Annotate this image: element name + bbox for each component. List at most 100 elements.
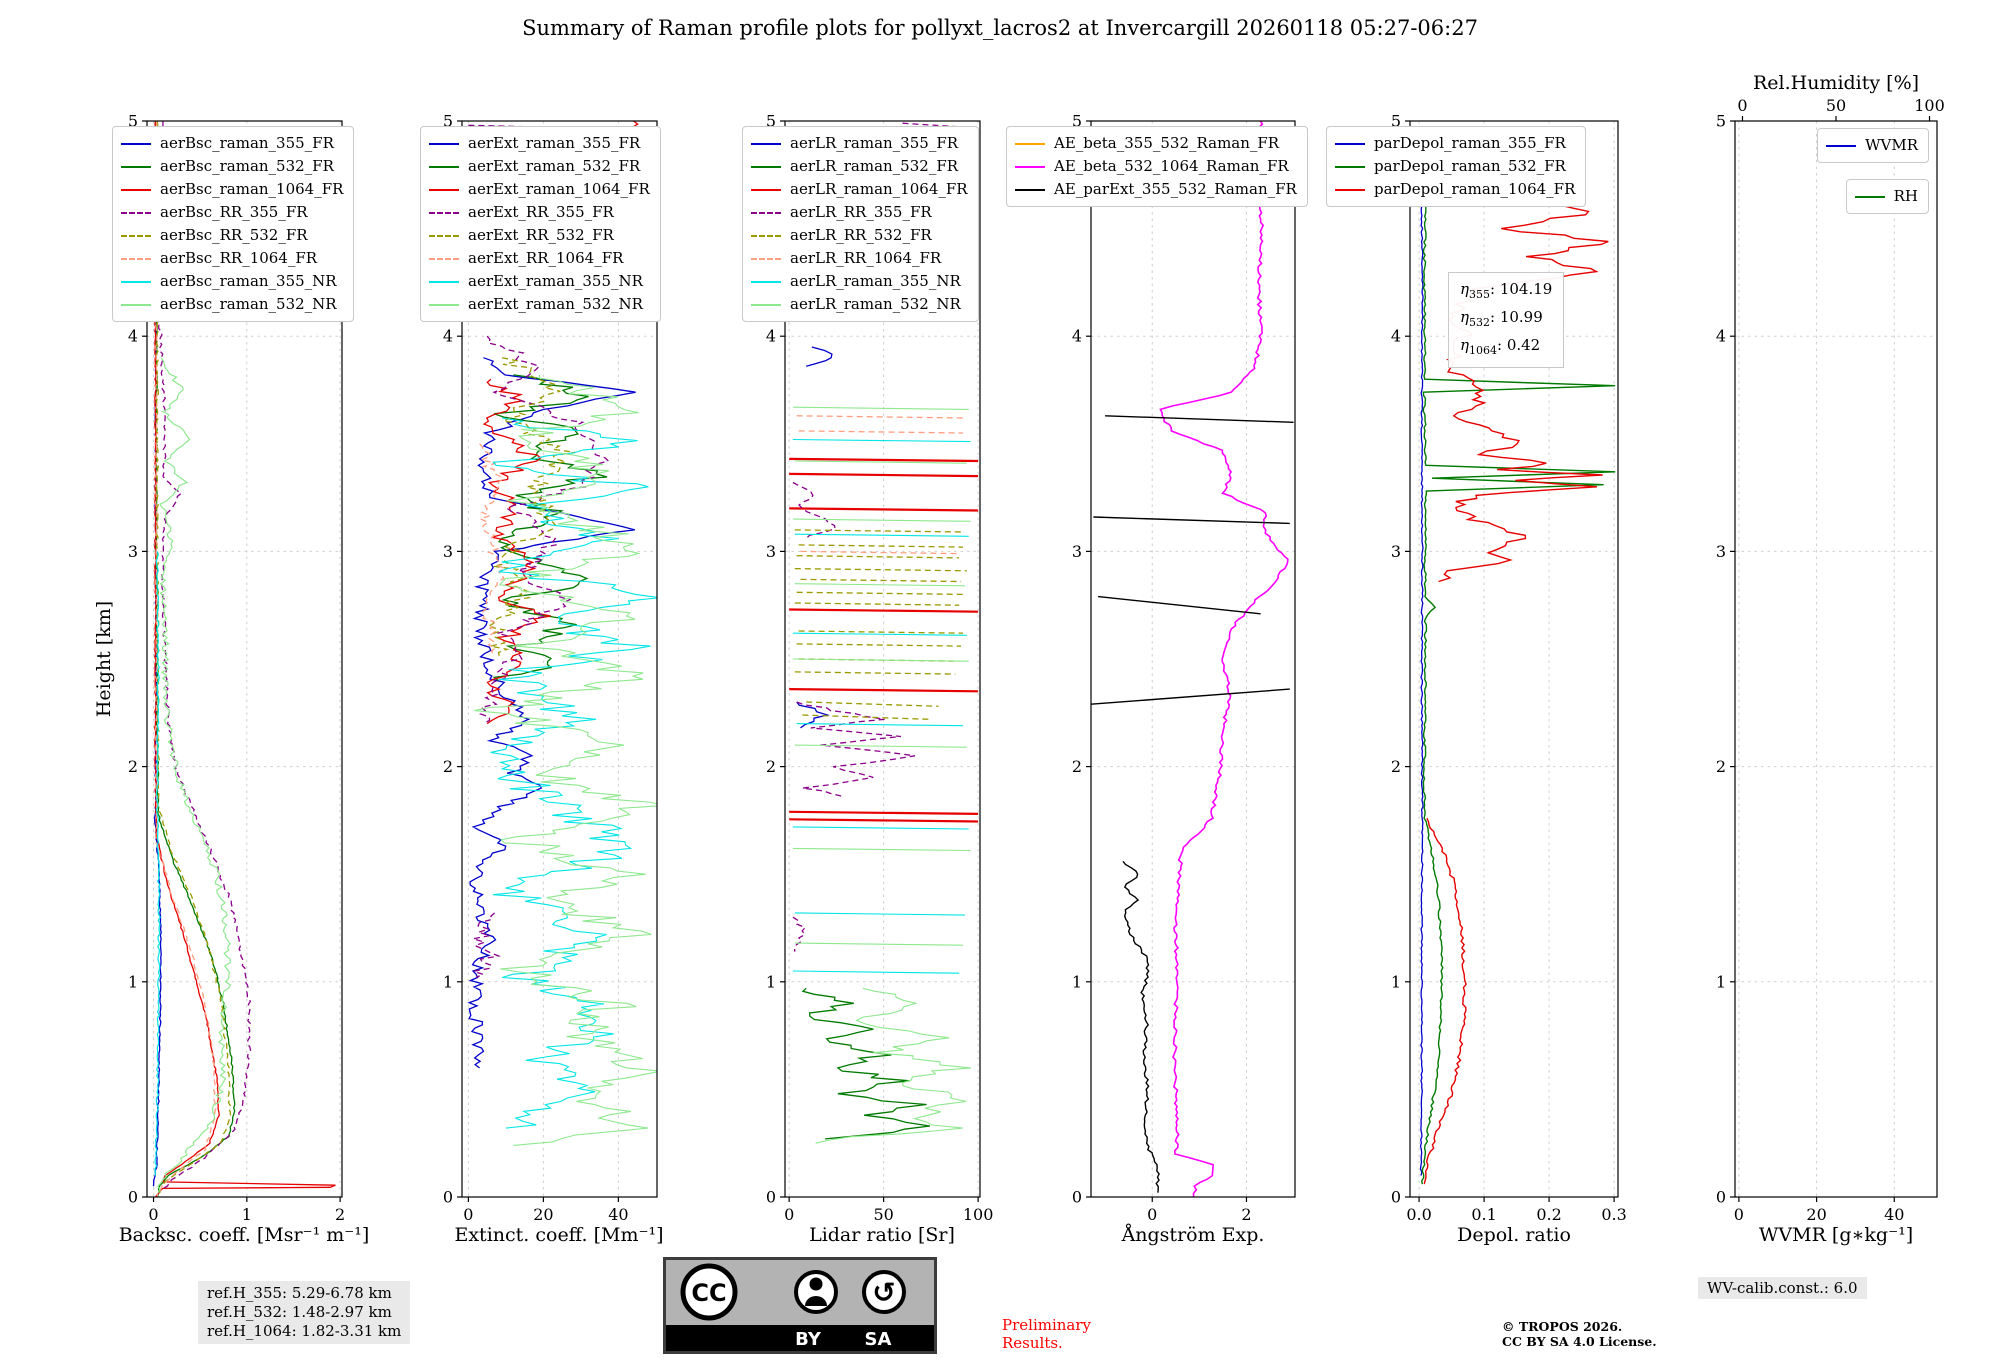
legend-depol: parDepol_raman_355_FR parDepol_raman_532_… [1326,126,1587,207]
legend-extinction: aerExt_raman_355_FR aerExt_raman_532_FR ae… [420,126,661,322]
series-aerLR_raman_532_NR [792,658,969,662]
legend-item: aerBsc_raman_1064_FR [121,178,343,201]
series-aerLR_raman_1064_FR [789,608,979,613]
sa-arrow-icon [862,1270,906,1314]
legend-line-sample [1335,165,1365,168]
legend-label: aerBsc_RR_532_FR [160,226,308,244]
legend-item: aerBsc_RR_532_FR [121,224,343,247]
series-aerExt_RR_355_FR [472,912,501,979]
cc-license-badge: CC ↺ BY SA [663,1257,937,1354]
series-aerLR_raman_355_FR [806,346,833,367]
top-tick-label: 50 [1826,96,1846,115]
series-aerLR_raman_532_NR [794,583,965,587]
legend-angstroem: AE_beta_355_532_Raman_FR AE_beta_532_1064… [1006,126,1308,207]
series-aerLR_raman_1064_FR [789,810,979,815]
sa-text: SA [865,1329,892,1350]
legend-label: RH [1893,187,1918,205]
xaxis-label-depol: Depol. ratio [1457,1224,1571,1246]
series-AE_beta_532_1064_Raman_FR [1159,121,1289,1197]
series-aerLR_raman_1064_FR [789,457,979,463]
legend-item: aerLR_RR_532_FR [751,224,968,247]
series-aerLR_raman_355_NR [792,438,971,443]
y-tick-label: 4 [1716,327,1726,346]
series-aerLR_raman_532_NR [815,987,971,1144]
by-person-head [809,1277,823,1291]
axes-frame-extinction [461,120,658,1198]
series-aerExt_RR_532_FR [486,357,576,660]
wv-calibration-note: WV-calib.const.: 6.0 [1698,1277,1867,1299]
ref-height-1064: ref.H_1064: 1.82-3.31 km [207,1322,402,1340]
legend-label: aerBsc_raman_532_FR [160,157,334,175]
legend-label: aerBsc_raman_355_NR [160,272,337,290]
y-tick-label: 0 [1391,1188,1401,1207]
y-tick-label: 3 [1391,542,1401,561]
eta-1064-line: η1064: 0.42 [1460,336,1541,357]
series-aerLR_raman_1064_FR [789,507,979,512]
series-aerLR_raman_532_NR [792,406,969,410]
by-person-body [805,1296,827,1306]
y-tick-label: 1 [1716,972,1726,991]
y-tick-label: 4 [128,327,138,346]
x-tick-label: 100 [963,1205,994,1224]
series-aerLR_raman_355_NR [792,826,969,830]
panel-extinction: 0 20 40 0 1 2 3 4 5 [443,112,658,1224]
xaxis-label-wvmr: WVMR [g∗kg⁻¹] [1758,1224,1914,1246]
cc-logo-icon [680,1263,738,1321]
x-tick-label: 0 [463,1205,473,1224]
by-text: BY [795,1329,822,1350]
y-tick-label: 3 [1072,542,1082,561]
credit-line-1: © TROPOS 2026. [1502,1319,1623,1334]
legend-item: parDepol_raman_1064_FR [1335,178,1575,201]
legend-label: AE_parExt_355_532_Raman_FR [1054,180,1297,198]
series-AE_parExt_355_532_Raman_FR [1091,688,1290,705]
x-tick-label: 50 [873,1205,893,1224]
legend-line-sample [1335,142,1365,145]
x-tick-label: 0 [1147,1205,1157,1224]
legend-item: aerBsc_raman_532_FR [121,155,343,178]
legend-backscatter: aerBsc_raman_355_FR aerBsc_raman_532_FR ae… [112,126,355,322]
legend-item: aerExt_raman_532_FR [429,155,650,178]
axes-frame-wvmr [1734,120,1938,1198]
series-aerLR_raman_355_NR [794,533,969,537]
legend-line-sample [429,234,459,237]
sa-arrow-glyph: ↺ [872,1276,895,1309]
legend-line-sample [1335,188,1365,191]
x-tick-label: 2 [335,1205,345,1224]
series-aerLR_RR_532_FR [796,555,960,559]
legend-line-sample [1826,144,1857,147]
y-tick-label: 1 [128,972,138,991]
series-aerExt_raman_1064_FR [482,378,551,725]
figure-title: Summary of Raman profile plots for polly… [522,16,1478,40]
series-aerLR_raman_532_NR [792,847,971,852]
preliminary-results-note: Preliminary Results. [1002,1316,1091,1352]
legend-line-sample [429,142,459,145]
legend-line-sample [121,303,151,306]
y-tick-label: 2 [1716,757,1726,776]
series-parDepol_raman_355_FR [1419,189,1424,1176]
x-tick-label: 0 [148,1205,158,1224]
x-tick-label: 0.0 [1406,1205,1431,1224]
legend-line-sample [121,165,151,168]
legend-item: aerLR_raman_532_NR [751,293,968,316]
legend-line-sample [1015,142,1045,145]
legend-line-sample [751,280,781,283]
series-aerLR_RR_532_FR [798,544,964,548]
legend-item: aerExt_RR_532_FR [429,224,650,247]
panel-angstroem: 0 2 0 1 2 3 4 5 [1072,112,1296,1224]
legend-label: WVMR [1865,136,1918,154]
legend-label: AE_beta_355_532_Raman_FR [1054,134,1280,152]
legend-rh: RH [1845,179,1929,214]
series-parDepol_raman_1064_FR_low [1423,817,1467,1185]
y-tick-label: 0 [1072,1188,1082,1207]
legend-line-sample [1854,195,1885,198]
series-parDepol_raman_1064_FR [1438,189,1609,583]
y-tick-label: 3 [128,542,138,561]
cc-badge-band [666,1325,934,1351]
legend-item: AE_beta_355_532_Raman_FR [1015,132,1297,155]
cc-logo-text: CC [691,1279,726,1307]
series-aerLR_raman_355_NR [794,912,965,916]
series-AE_parExt_355_532_Raman_FR [1122,860,1160,1193]
legend-line-sample [1015,165,1045,168]
series-aerExt_raman_532_NR [474,374,657,1146]
